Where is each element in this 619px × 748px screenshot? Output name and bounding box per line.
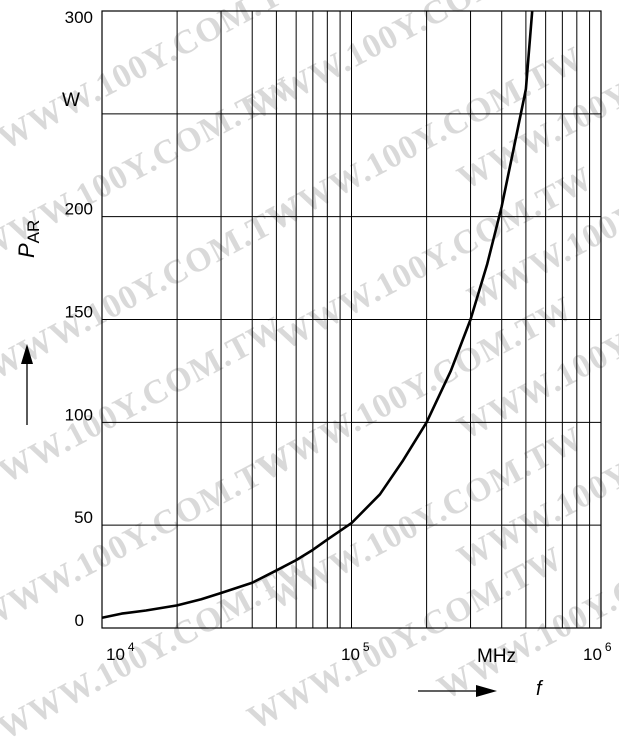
grid [101, 10, 602, 629]
y-tick-label: 0 [75, 611, 84, 630]
data-curve [101, 10, 534, 619]
curve-layer [101, 10, 534, 619]
y-arrow-head [21, 344, 33, 364]
y-unit-label: W [62, 90, 80, 111]
x-tick-label: 10 4 [106, 640, 135, 664]
y-tick-label: 150 [65, 303, 93, 322]
y-tick-label: 100 [65, 405, 93, 424]
y-tick-label: 200 [65, 200, 93, 219]
y-tick-label: 50 [74, 508, 93, 527]
y-axis-label: PAR [14, 220, 43, 258]
x-unit-label: MHz [477, 646, 516, 667]
plot-frame [101, 10, 602, 629]
x-tick-label: 10 5 [341, 640, 370, 664]
x-tick-label: 10 6 [583, 640, 612, 664]
x-axis-label: f [536, 678, 544, 700]
y-tick-label: 300 [65, 8, 93, 27]
x-arrow-head [476, 685, 497, 697]
